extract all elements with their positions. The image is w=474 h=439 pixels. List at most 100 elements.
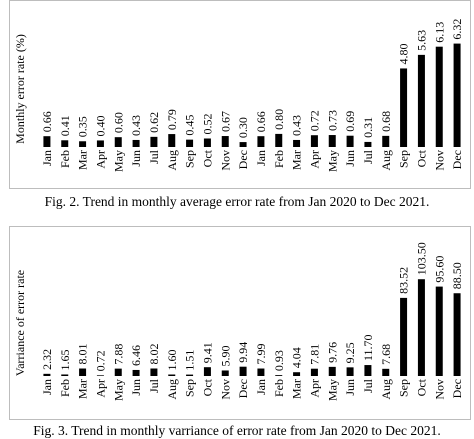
- x-tick-label: Jun: [129, 379, 143, 396]
- x-tick-label: Dec: [450, 379, 464, 398]
- x-tick-label: Jan: [254, 150, 268, 166]
- data-label: 88.50: [450, 262, 464, 289]
- figure-caption: Fig. 3. Trend in monthly varriance of er…: [33, 423, 441, 438]
- x-tick-label: Oct: [414, 378, 428, 396]
- data-label: 0.60: [111, 112, 125, 133]
- bar: [346, 367, 354, 376]
- x-tick-label: Feb: [272, 379, 286, 397]
- data-label: 0.79: [165, 109, 179, 130]
- x-tick-label: Apr: [93, 150, 107, 169]
- data-label: 0.72: [307, 110, 321, 131]
- data-label: 0.52: [200, 113, 214, 134]
- chart-panel-error-variance: Varriance of error rate 2.32 Jan 1.65 Feb 8.0…: [9, 226, 471, 420]
- bar: [310, 135, 318, 147]
- x-tick-label: Nov: [432, 150, 446, 171]
- bar: [239, 366, 247, 376]
- x-tick-label: Jul: [147, 149, 161, 164]
- bar: [186, 374, 194, 376]
- bar: [168, 134, 176, 147]
- data-label: 0.45: [183, 115, 197, 136]
- bar: [417, 279, 425, 376]
- data-label: 1.60: [165, 350, 179, 371]
- x-tick-label: Nov: [432, 379, 446, 400]
- data-label: 0.31: [361, 117, 375, 138]
- x-tick-label: Oct: [200, 378, 214, 396]
- data-label: 0.66: [40, 111, 54, 132]
- x-tick-label: Mar: [76, 379, 90, 399]
- bar: [203, 367, 211, 376]
- bar: [364, 365, 372, 376]
- x-tick-label: Sep: [397, 379, 411, 397]
- data-label: 0.69: [343, 111, 357, 132]
- data-label: 0.43: [129, 115, 143, 136]
- bar: [346, 135, 354, 147]
- x-tick-label: Dec: [236, 150, 250, 169]
- data-label: 5.63: [414, 30, 428, 51]
- data-label: 0.66: [254, 111, 268, 132]
- x-tick-label: Jun: [129, 150, 143, 167]
- data-label: 9.94: [236, 342, 250, 363]
- bar: [400, 68, 408, 147]
- bar: [328, 366, 336, 376]
- data-label: 6.13: [432, 22, 446, 43]
- bar: [168, 374, 176, 376]
- data-label: 0.93: [272, 350, 286, 371]
- x-tick-label: Oct: [414, 149, 428, 167]
- bar: [417, 54, 425, 148]
- bar: [275, 375, 283, 376]
- bar: [132, 139, 140, 147]
- data-label: 6.46: [129, 345, 143, 366]
- x-tick-label: Mar: [290, 379, 304, 399]
- x-tick-label: Nov: [218, 379, 232, 400]
- x-tick-label: Aug: [165, 150, 179, 171]
- x-tick-label: Feb: [58, 150, 72, 168]
- bar: [79, 141, 87, 147]
- bar: [43, 373, 51, 376]
- bar: [310, 368, 318, 376]
- data-label: 103.50: [414, 242, 428, 275]
- data-label: 1.65: [58, 349, 72, 370]
- x-tick-label: Apr: [307, 379, 321, 398]
- data-label: 83.52: [397, 267, 411, 294]
- bar: [435, 46, 443, 147]
- data-label: 95.60: [432, 256, 446, 283]
- bar: [61, 140, 69, 147]
- bar: [453, 293, 461, 376]
- data-label: 0.43: [290, 115, 304, 136]
- bar: [364, 141, 372, 147]
- x-tick-label: Jun: [343, 150, 357, 167]
- x-tick-label: Jan: [40, 150, 54, 166]
- data-label: 9.41: [200, 342, 214, 363]
- x-tick-label: Mar: [290, 150, 304, 170]
- data-label: 0.80: [272, 109, 286, 130]
- data-label: 9.25: [343, 342, 357, 363]
- x-tick-label: Apr: [307, 150, 321, 169]
- x-tick-label: Jul: [361, 378, 375, 393]
- data-label: 8.02: [147, 344, 161, 365]
- data-label: 4.80: [397, 43, 411, 64]
- bar: [382, 135, 390, 147]
- bar: [221, 136, 229, 147]
- bar: [132, 369, 140, 376]
- data-label: 0.41: [58, 115, 72, 136]
- bar: [61, 374, 69, 376]
- data-label: 7.99: [254, 344, 268, 365]
- x-tick-label: Sep: [397, 150, 411, 168]
- data-label: 0.73: [325, 110, 339, 131]
- x-tick-label: Aug: [379, 379, 393, 400]
- data-label: 0.72: [93, 350, 107, 371]
- data-label: 1.51: [183, 350, 197, 371]
- x-tick-label: Feb: [272, 150, 286, 168]
- x-tick-label: Jan: [254, 379, 268, 395]
- bar: [275, 133, 283, 147]
- data-label: 0.62: [147, 112, 161, 133]
- x-tick-label: May: [325, 150, 339, 172]
- x-tick-label: Jan: [40, 379, 54, 395]
- bar: [150, 368, 158, 376]
- bar: [293, 139, 301, 147]
- data-label: 0.68: [379, 111, 393, 132]
- x-tick-label: May: [111, 379, 125, 401]
- x-tick-label: Jul: [361, 149, 375, 164]
- bar: [203, 138, 211, 147]
- x-tick-label: Aug: [379, 150, 393, 171]
